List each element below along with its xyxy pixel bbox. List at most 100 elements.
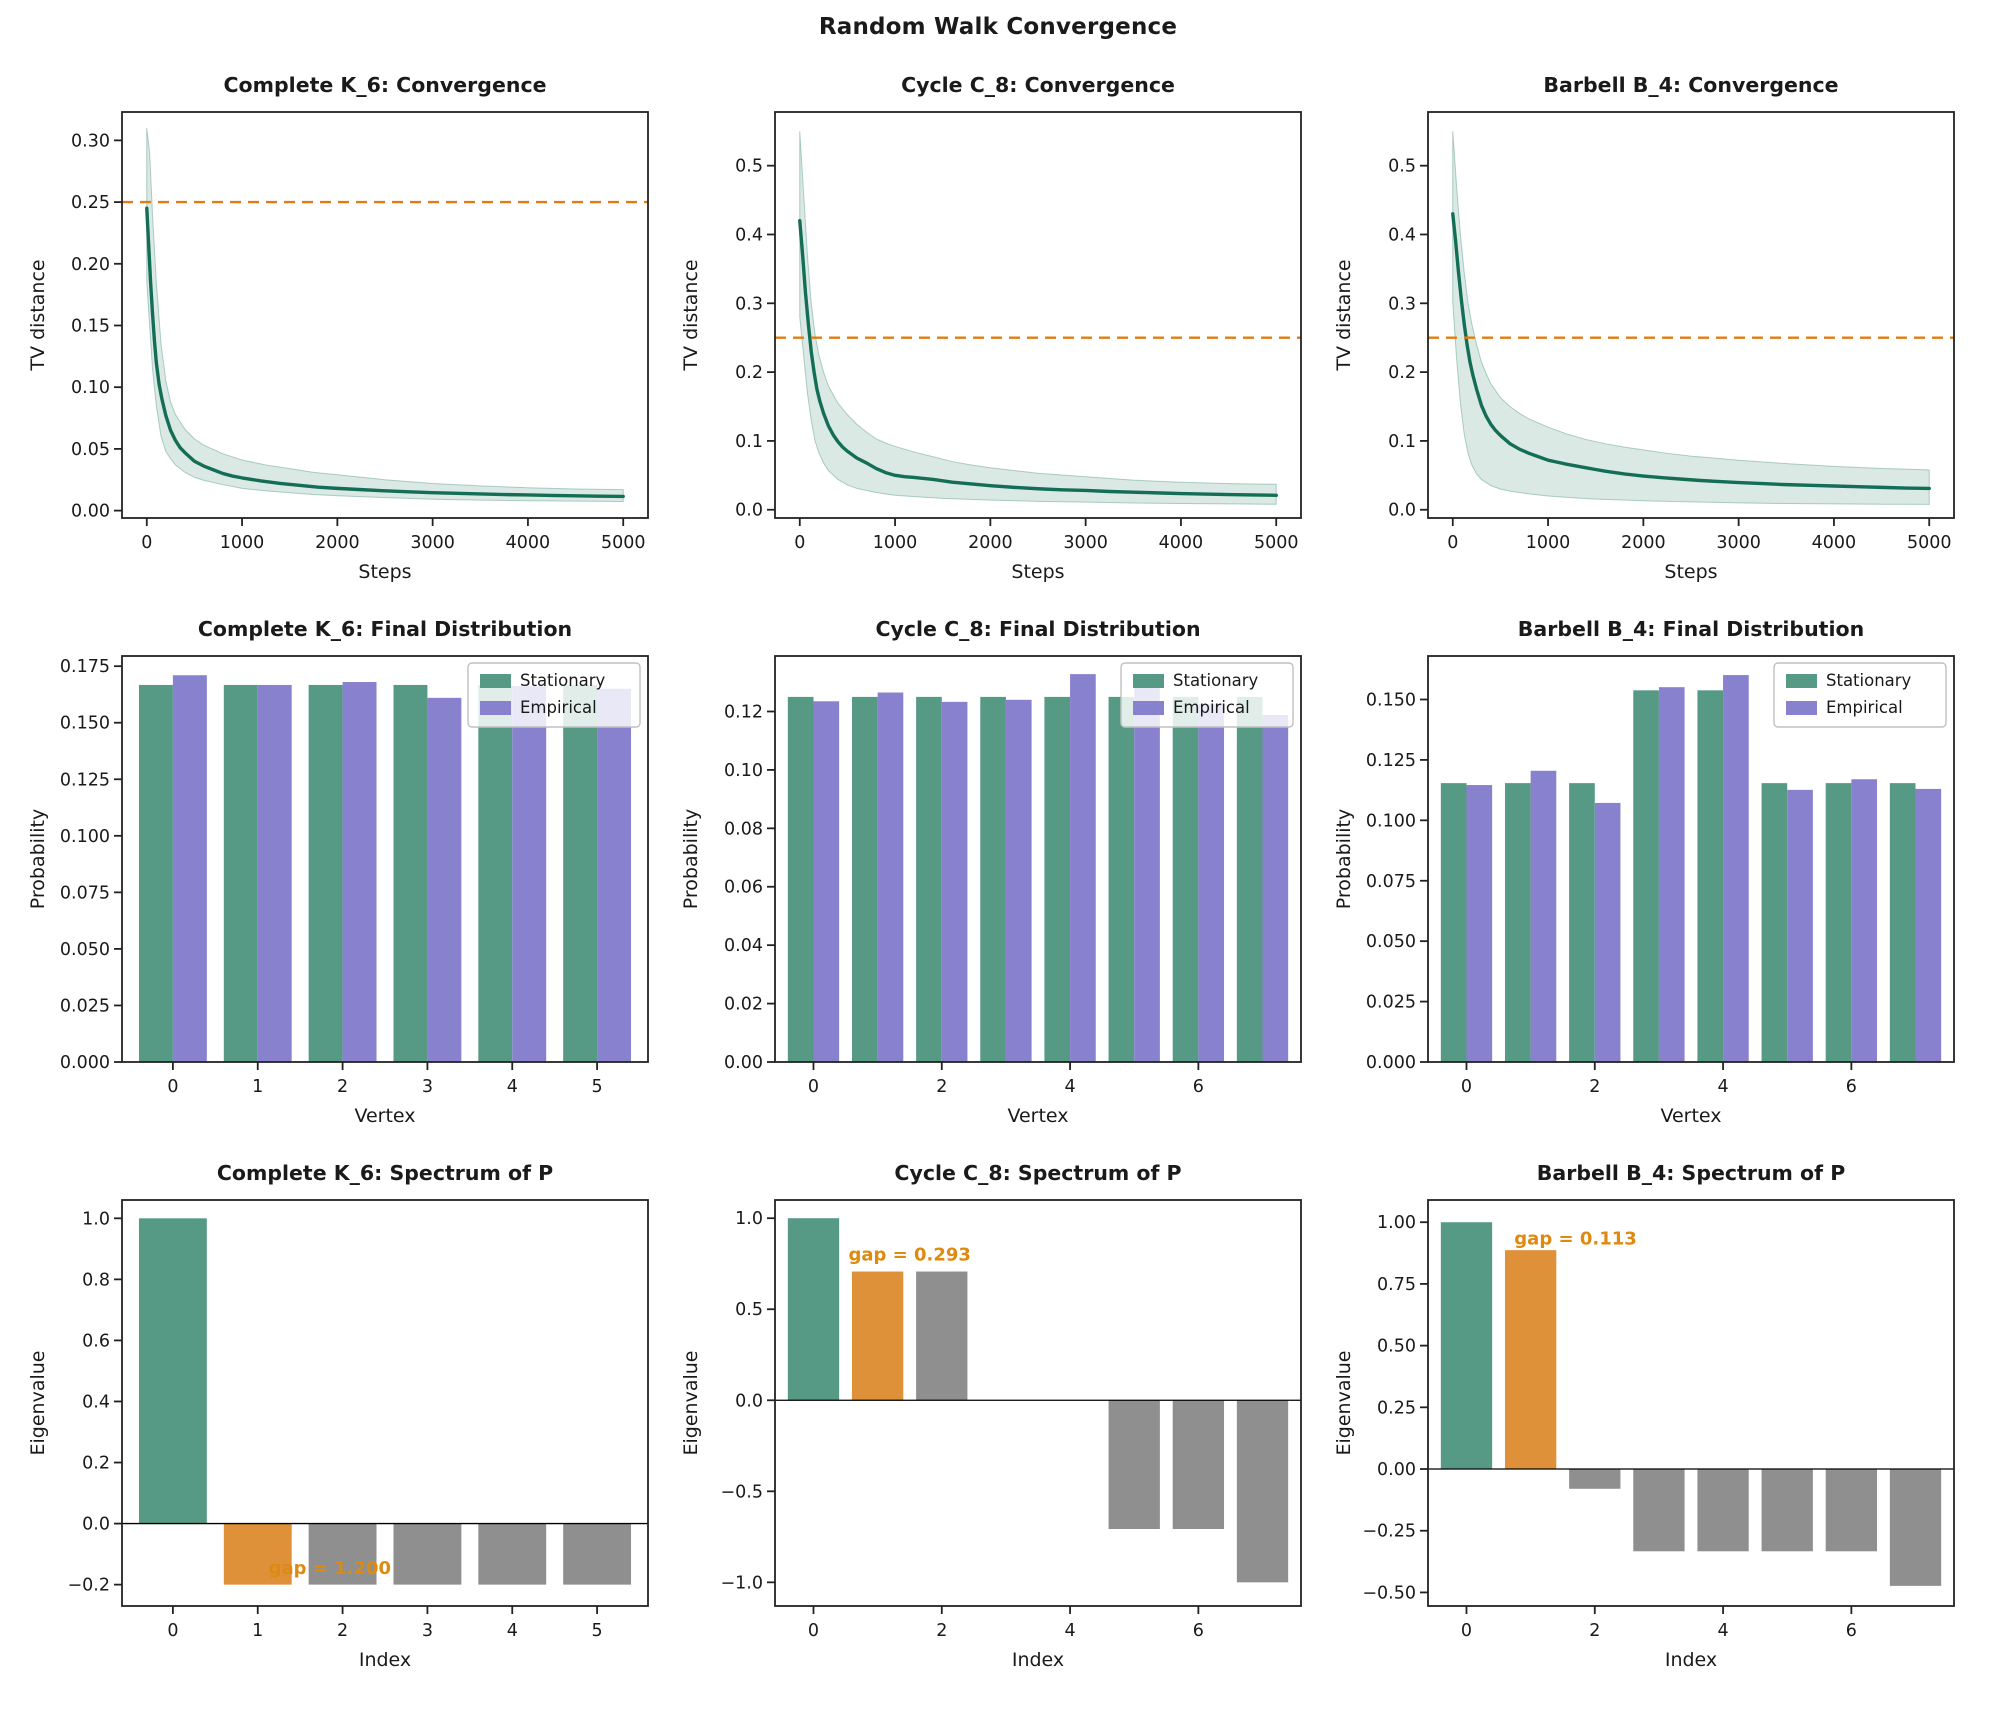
- y-tick-label: 0.100: [1366, 811, 1416, 831]
- stationary-bar: [308, 684, 343, 1062]
- legend-swatch-stationary: [1786, 674, 1817, 688]
- axes-box: [774, 1199, 1302, 1607]
- y-tick-label: 1.0: [82, 1209, 110, 1229]
- empirical-bar: [1787, 789, 1813, 1062]
- y-tick-label: 0.12: [724, 702, 763, 722]
- empirical-bar: [1198, 704, 1225, 1062]
- empirical-bar: [1134, 679, 1160, 1062]
- empirical-bar: [342, 682, 377, 1062]
- eigenvalue-bars: [1440, 1222, 1942, 1586]
- subplot-complete-k6-convergence: 0.00 0.05 0.10 0.15 0.20 0.25 0.30 0 1000 2000 300…: [18, 66, 671, 594]
- legend-label-stationary: Stationary: [1826, 671, 1912, 690]
- eigenvalue-bar: [1761, 1469, 1813, 1552]
- x-tick-label: 2: [1589, 1621, 1600, 1641]
- eigenvalue-bar: [563, 1523, 632, 1585]
- y-tick-label: 0.06: [724, 878, 763, 898]
- stationary-bar: [1633, 690, 1659, 1062]
- y-tick-label: 0.15: [71, 316, 110, 336]
- empirical-bar: [257, 684, 292, 1062]
- y-tick-label: 0.5: [735, 1300, 763, 1320]
- x-tick-label: 3: [422, 1077, 433, 1097]
- legend-label-stationary: Stationary: [1173, 671, 1259, 690]
- stationary-bar: [1889, 783, 1916, 1062]
- legend: Stationary Empirical: [467, 662, 641, 728]
- y-tick-label: 0.10: [724, 761, 763, 781]
- x-tick-label: 6: [1193, 1621, 1204, 1641]
- y-tick-label: 0.6: [82, 1331, 110, 1351]
- empirical-bar: [941, 701, 968, 1062]
- axes-box: [121, 1199, 649, 1607]
- eigenvalue-bar: [1697, 1469, 1749, 1552]
- x-tick-label: 2: [936, 1077, 947, 1097]
- y-tick-label: 0.175: [60, 657, 110, 677]
- empirical-bar: [512, 686, 547, 1062]
- chart-title: Barbell B_4: Spectrum of P: [1537, 1161, 1845, 1185]
- eigenvalue-bar: [1825, 1469, 1878, 1552]
- x-tick-label: 1: [252, 1621, 263, 1641]
- figure-suptitle: Random Walk Convergence: [818, 14, 1178, 40]
- y-tick-label: 0.75: [1377, 1275, 1416, 1295]
- x-tick-label: 4: [1718, 1077, 1729, 1097]
- x-axis-label: Vertex: [1660, 1105, 1721, 1127]
- eigenvalue-bar: [1889, 1469, 1942, 1586]
- y-tick-label: 0.30: [71, 131, 110, 151]
- legend-swatch-stationary: [480, 674, 511, 688]
- y-tick-label: 0.08: [724, 819, 763, 839]
- eigenvalue-bar: [1440, 1222, 1493, 1470]
- stationary-bar: [393, 684, 428, 1062]
- x-axis-label: Index: [1012, 1649, 1064, 1671]
- y-tick-label: 0.04: [724, 936, 763, 956]
- y-tick-label: 0.1: [735, 432, 763, 452]
- empirical-bar: [597, 688, 632, 1062]
- subplot-barbell-b4-spectrum: −0.50 −0.25 0.00 0.25 0.50 0.75 1.00 0 2 4 6 Barbel…: [1324, 1154, 1977, 1682]
- x-tick-label: 2: [1589, 1077, 1600, 1097]
- empirical-bar: [1658, 687, 1685, 1062]
- y-tick-label: 0.4: [1388, 225, 1416, 245]
- eigenvalue-bar: [1108, 1400, 1160, 1530]
- legend: Stationary Empirical: [1773, 662, 1947, 728]
- y-ticks: −0.50 −0.25 0.00 0.25 0.50 0.75 1.00: [1362, 1213, 1428, 1603]
- x-tick-label: 0: [141, 533, 152, 553]
- y-tick-label: 0.50: [1377, 1337, 1416, 1357]
- y-tick-label: 0.10: [71, 378, 110, 398]
- x-tick-label: 4000: [1159, 533, 1204, 553]
- legend-label-stationary: Stationary: [520, 671, 606, 690]
- eigenvalue-bars: [138, 1218, 632, 1585]
- eigenvalue-bar: [1633, 1469, 1685, 1552]
- eigenvalue-bar: [308, 1523, 377, 1585]
- y-tick-label: 0.3: [735, 294, 763, 314]
- y-tick-label: 0.075: [60, 883, 110, 903]
- y-tick-label: 0.25: [1377, 1398, 1416, 1418]
- eigenvalue-bar: [787, 1218, 840, 1401]
- chart-title: Complete K_6: Convergence: [224, 73, 547, 97]
- y-tick-label: −0.25: [1362, 1522, 1416, 1542]
- x-tick-label: 5000: [601, 533, 646, 553]
- y-tick-label: −1.0: [721, 1573, 764, 1593]
- eigenvalue-bar: [1504, 1250, 1557, 1470]
- eigenvalue-bar: [1172, 1400, 1225, 1530]
- y-ticks: −0.2 0.0 0.2 0.4 0.6 0.8 1.0: [68, 1209, 122, 1596]
- y-tick-label: 0.5: [1388, 157, 1416, 177]
- x-tick-label: 4000: [506, 533, 551, 553]
- axes-box: [774, 111, 1302, 519]
- y-axis-label: TV distance: [27, 259, 49, 371]
- empirical-bar: [1262, 715, 1289, 1062]
- axes-box: [121, 655, 649, 1063]
- y-tick-label: 0.100: [60, 827, 110, 847]
- y-tick-label: 0.4: [82, 1392, 110, 1412]
- empirical-bar: [1851, 779, 1878, 1062]
- y-tick-label: 0.0: [82, 1515, 110, 1535]
- barbell-b4-spectrum-chart: −0.50 −0.25 0.00 0.25 0.50 0.75 1.00 0 2 4 6 Barbel…: [1333, 1161, 1955, 1671]
- axes-box: [121, 111, 649, 519]
- cycle-c8-distribution-chart: 0.00 0.02 0.04 0.06 0.08 0.10 0.12 0 2 4 6 Cycle C_…: [680, 617, 1302, 1127]
- x-tick-label: 4: [1065, 1077, 1076, 1097]
- y-ticks: 0.00 0.02 0.04 0.06 0.08 0.10 0.12: [724, 702, 775, 1073]
- x-tick-label: 4: [507, 1077, 518, 1097]
- y-ticks: 0.000 0.025 0.050 0.075 0.100 0.125 0.150: [1366, 691, 1428, 1073]
- empirical-bar: [813, 701, 840, 1062]
- stationary-bar: [1569, 783, 1595, 1062]
- x-ticks: 0 1000 2000 3000 4000 5000: [794, 518, 1298, 553]
- eigenvalue-bars: [787, 1218, 1289, 1583]
- y-tick-label: 0.0: [1388, 501, 1416, 521]
- x-ticks: 0 2 4 6: [808, 1606, 1204, 1641]
